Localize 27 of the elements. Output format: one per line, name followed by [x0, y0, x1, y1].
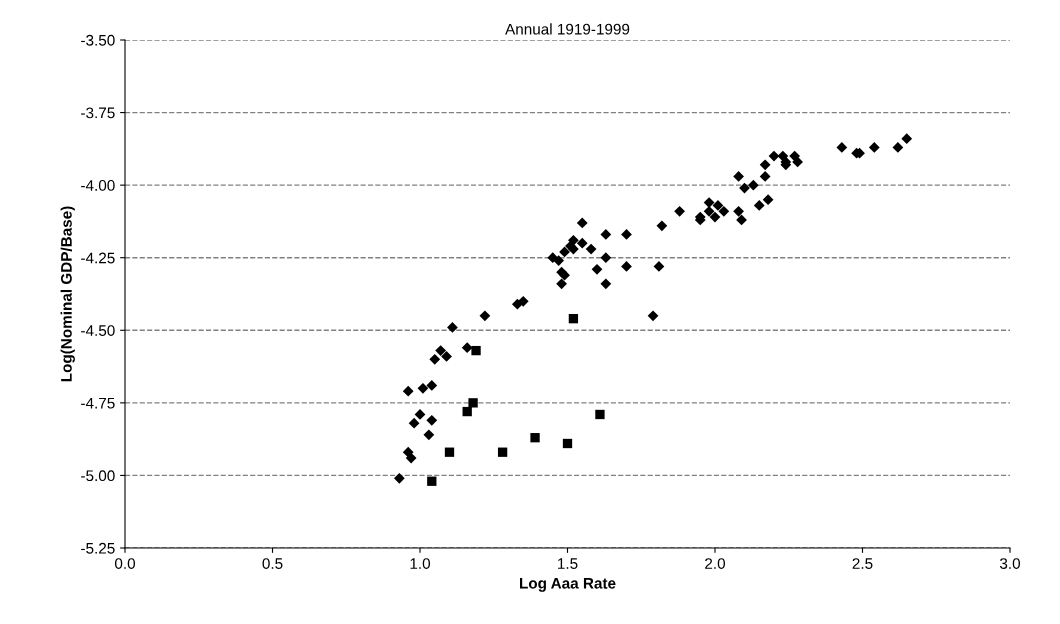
x-tick-label: 0.0 [114, 558, 136, 569]
y-tick-label: -4.50 [81, 325, 115, 336]
point [595, 409, 605, 420]
point [568, 314, 579, 324]
point [562, 438, 573, 449]
x-tick-label: 2.5 [852, 558, 873, 569]
x-tick-label: 3.0 [999, 558, 1021, 569]
point [444, 447, 455, 457]
y-tick-label: -4.25 [81, 252, 115, 264]
x-tick-label: 2.0 [705, 558, 726, 569]
y-axis-title: Log(Nominal GDP/Base) [60, 206, 75, 382]
chart-title: Annual 1919-1999 [505, 23, 630, 35]
x-tick-label: 1.5 [558, 558, 578, 569]
point [468, 398, 478, 408]
y-tick-label: -5.00 [81, 470, 115, 482]
y-tick-label: -3.75 [81, 107, 115, 119]
y-tick-label: -4.75 [81, 397, 115, 409]
y-tick-label: -3.50 [81, 34, 115, 46]
x-tick-label: 1.0 [410, 558, 431, 569]
x-tick-label: 0.5 [262, 558, 283, 569]
point [530, 433, 540, 443]
point [471, 345, 481, 356]
point [497, 447, 508, 457]
y-tick-label: -5.25 [81, 542, 115, 554]
point [427, 476, 437, 486]
y-tick-label: -4.00 [81, 180, 115, 191]
x-axis-title: Log Aaa Rate [520, 578, 616, 592]
